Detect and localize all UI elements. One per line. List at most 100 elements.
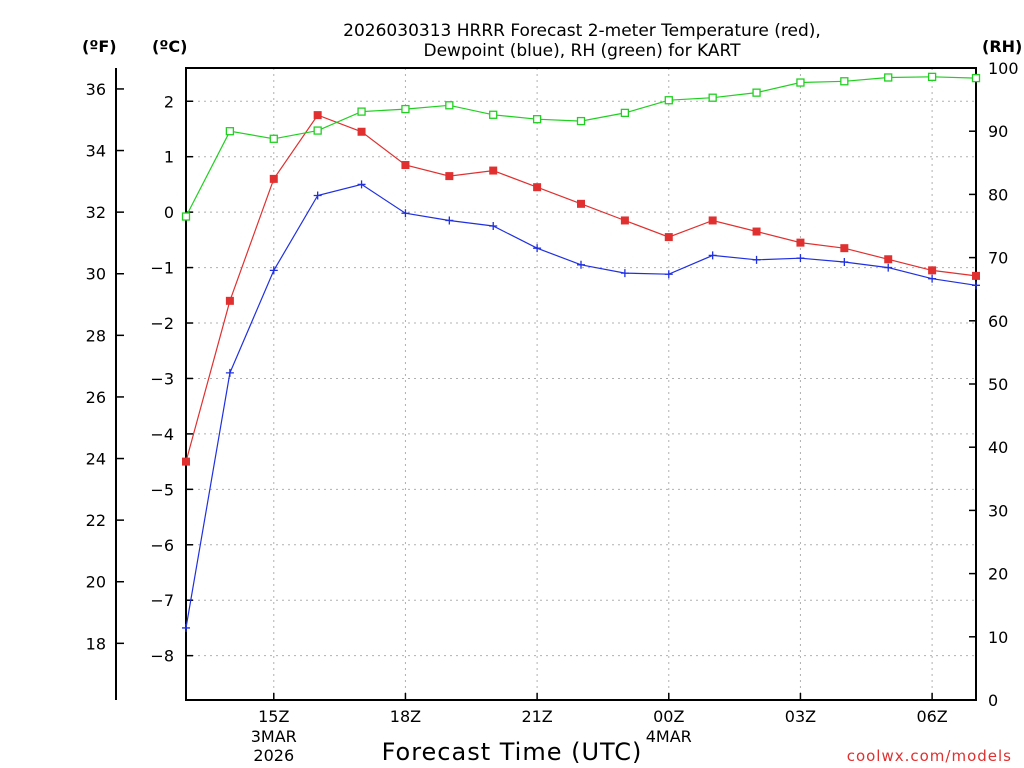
- dewpoint-point: [840, 258, 849, 267]
- fahrenheit-tick-label: 24: [86, 450, 106, 469]
- temperature-point: [445, 172, 454, 181]
- temperature-point: [533, 183, 542, 192]
- temperature-point: [357, 127, 366, 136]
- rh-tick-label: 0: [988, 691, 998, 710]
- dewpoint-point: [972, 281, 980, 290]
- rh-point: [576, 116, 586, 126]
- rh-point: [840, 77, 849, 86]
- fahrenheit-tick-label: 30: [86, 265, 106, 284]
- rh-point: [664, 96, 673, 105]
- tick-labels: 210−1−2−3−4−5−6−7−8363432302826242220181…: [86, 59, 1019, 765]
- x-tick-label: 06Z: [916, 707, 947, 726]
- celsius-tick-label: −8: [150, 647, 174, 666]
- rh-line: [185, 76, 977, 217]
- dewpoint-point: [225, 368, 234, 377]
- rh-tick-label: 50: [988, 375, 1008, 394]
- x-axis-label: Forecast Time (UTC): [382, 738, 643, 766]
- temperature-point: [796, 238, 805, 247]
- dewpoint-point: [357, 180, 366, 189]
- temperature-line: [185, 114, 977, 462]
- celsius-unit-label: (ºC): [152, 37, 187, 56]
- rh-point: [401, 104, 410, 114]
- dewpoint-point: [533, 244, 542, 253]
- dewpoint-point: [445, 216, 454, 225]
- x-tick-label: 21Z: [521, 707, 552, 726]
- x-tick-label: 03Z: [785, 707, 816, 726]
- temperature-point: [708, 216, 717, 225]
- temperature-point: [620, 216, 629, 225]
- dewpoint-point: [884, 263, 893, 272]
- rh-point: [313, 126, 322, 135]
- dewpoint-point: [664, 270, 673, 279]
- rh-point: [971, 73, 981, 83]
- temperature-point: [401, 161, 410, 170]
- temperature-point: [840, 244, 849, 253]
- celsius-tick-label: −1: [150, 259, 174, 278]
- rh-tick-label: 60: [988, 312, 1008, 331]
- rh-point: [708, 93, 717, 102]
- rh-point: [796, 78, 805, 87]
- x-tick-label: 18Z: [390, 707, 421, 726]
- dewpoint-point: [269, 266, 278, 275]
- celsius-tick-label: −7: [150, 591, 174, 610]
- celsius-tick-label: −4: [150, 425, 174, 444]
- credit-label: coolwx.com/models: [847, 747, 1012, 765]
- fahrenheit-unit-label: (ºF): [82, 37, 117, 56]
- series-group: [181, 72, 981, 632]
- fahrenheit-tick-label: 32: [86, 203, 106, 222]
- chart-title-line1: 2026030313 HRRR Forecast 2-meter Tempera…: [343, 21, 821, 41]
- rh-point: [927, 72, 937, 81]
- temperature-point: [225, 296, 234, 305]
- chart-title-line2: Dewpoint (blue), RH (green) for KART: [423, 41, 741, 61]
- x-tick-date-label: 4MAR: [646, 727, 692, 746]
- temperature-point: [577, 199, 585, 208]
- temperature-point: [752, 227, 761, 236]
- dewpoint-point: [752, 255, 761, 264]
- dewpoint-point: [401, 209, 410, 218]
- fahrenheit-tick-label: 34: [86, 142, 106, 161]
- rh-tick-label: 20: [988, 565, 1008, 584]
- celsius-tick-label: −5: [150, 480, 174, 499]
- rh-point: [269, 134, 278, 143]
- rh-tick-label: 40: [988, 438, 1008, 457]
- rh-tick-label: 100: [988, 59, 1019, 78]
- celsius-tick-label: −2: [150, 314, 174, 333]
- celsius-tick-label: −6: [150, 536, 174, 555]
- dewpoint-point: [182, 623, 190, 632]
- x-tick-date-label: 3MAR: [251, 727, 297, 746]
- dewpoint-point: [313, 191, 322, 200]
- rh-point: [489, 110, 498, 119]
- temperature-point: [269, 174, 278, 183]
- rh-point: [752, 88, 761, 97]
- dewpoint-point: [708, 251, 717, 260]
- celsius-tick-label: 0: [164, 203, 174, 222]
- celsius-tick-label: 2: [164, 92, 174, 111]
- rh-unit-label: (RH): [982, 37, 1022, 56]
- rh-point: [620, 108, 630, 118]
- temperature-point: [664, 233, 673, 242]
- temperature-point: [884, 255, 893, 264]
- dewpoint-point: [928, 274, 937, 283]
- rh-point: [357, 107, 366, 116]
- temperature-point: [182, 457, 190, 466]
- temperature-point: [489, 166, 498, 175]
- gridlines: [186, 68, 976, 700]
- temperature-point: [928, 266, 937, 275]
- rh-point: [445, 101, 454, 110]
- celsius-tick-label: 1: [164, 148, 174, 167]
- fahrenheit-tick-label: 20: [86, 573, 106, 592]
- fahrenheit-tick-label: 22: [86, 511, 106, 530]
- x-tick-label: 15Z: [258, 707, 289, 726]
- fahrenheit-tick-label: 18: [86, 634, 106, 653]
- temperature-point: [313, 111, 322, 120]
- celsius-tick-label: −3: [150, 369, 174, 388]
- rh-tick-label: 30: [988, 501, 1008, 520]
- dewpoint-point: [620, 269, 629, 278]
- plot-frame: [185, 67, 977, 701]
- rh-point: [181, 212, 191, 221]
- rh-tick-label: 10: [988, 628, 1008, 647]
- x-tick-year-label: 2026: [253, 746, 294, 765]
- rh-point: [225, 127, 235, 136]
- dewpoint-point: [796, 254, 805, 263]
